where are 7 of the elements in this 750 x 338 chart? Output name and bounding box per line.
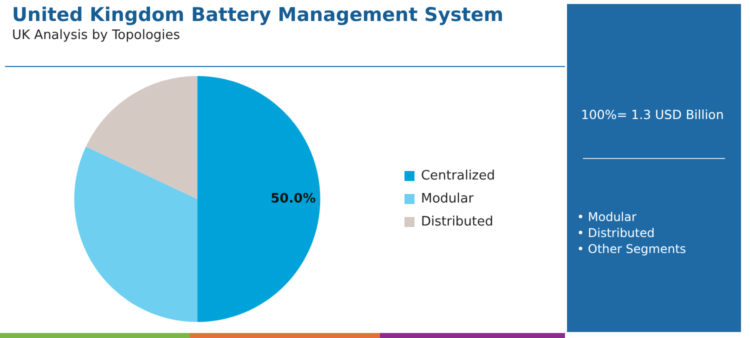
info-panel: 100%= 1.3 USD Billion • Modular • Distributed • Other Segments: [567, 4, 741, 332]
chart-subtitle: UK Analysis by Topologies: [12, 28, 180, 43]
data-label: 50.0%: [270, 191, 316, 206]
legend-label: Centralized: [420, 168, 496, 184]
legend-label: Modular: [420, 191, 474, 206]
chart-title: United Kingdom Battery Management System: [12, 4, 504, 26]
legend-label: Distributed: [420, 214, 494, 230]
